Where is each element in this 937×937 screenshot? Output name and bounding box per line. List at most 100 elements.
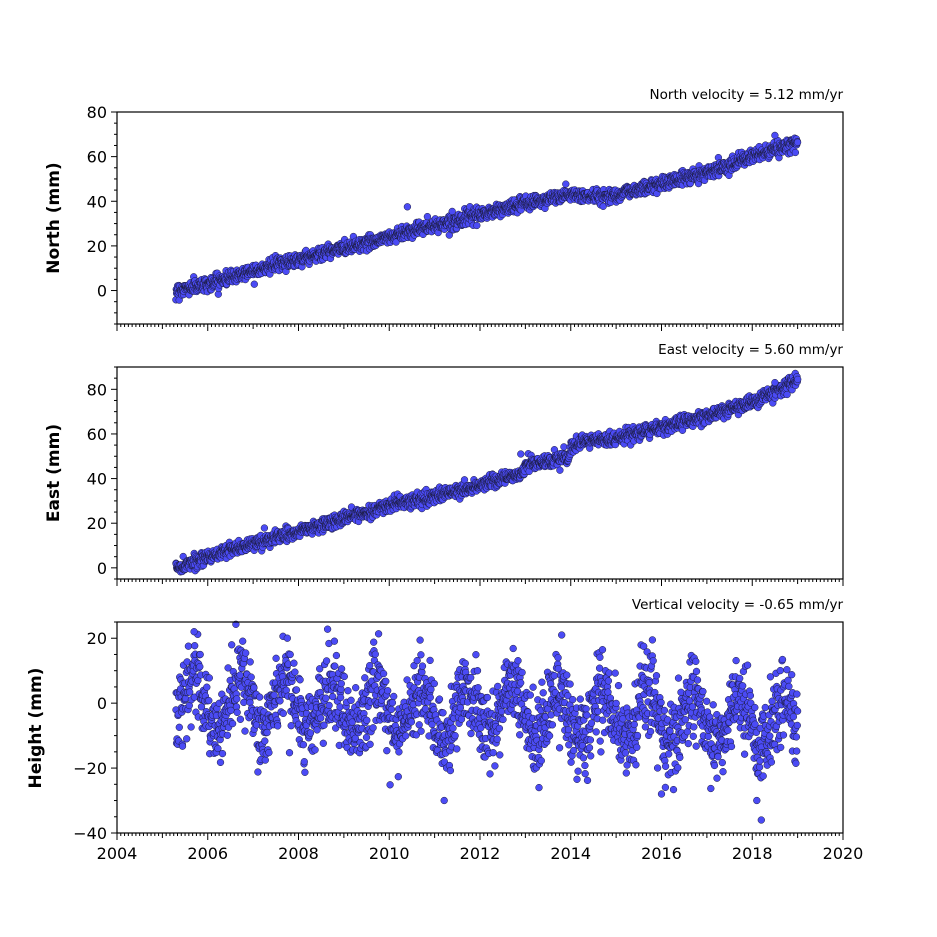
data-point: [183, 735, 191, 743]
data-point: [322, 694, 330, 702]
vertical-velocity-label: Vertical velocity = -0.65 mm/yr: [632, 597, 844, 613]
data-point: [306, 729, 315, 737]
data-point: [283, 634, 291, 642]
data-point: [332, 651, 341, 660]
data-point: [388, 699, 397, 707]
data-point: [256, 693, 264, 701]
data-point: [336, 703, 344, 711]
data-point: [254, 768, 262, 776]
data-point: [413, 656, 421, 665]
data-point: [261, 737, 269, 745]
data-point: [246, 658, 254, 666]
data-point: [415, 721, 423, 729]
data-point: [379, 669, 388, 678]
north-panel: North velocity = 5.12 mm/yr North (mm) 0…: [44, 87, 844, 331]
data-point: [402, 732, 410, 740]
data-point: [319, 739, 327, 747]
data-point: [247, 673, 255, 681]
outlier-point: [771, 378, 779, 387]
data-point: [382, 677, 390, 685]
data-point: [340, 672, 348, 681]
data-point: [261, 756, 269, 764]
data-point: [203, 683, 211, 691]
data-point: [361, 674, 369, 682]
data-point: [793, 138, 802, 146]
y-tick-label: 80: [87, 103, 107, 122]
data-point: [336, 693, 345, 702]
data-point: [250, 684, 258, 692]
height-points: [172, 620, 802, 824]
east-points: [172, 369, 802, 576]
outlier-point: [403, 203, 412, 211]
data-point: [383, 747, 391, 755]
data-point: [241, 727, 249, 735]
data-point: [371, 650, 379, 658]
data-point: [560, 443, 568, 451]
data-point: [279, 709, 287, 718]
data-point: [236, 671, 244, 679]
north-velocity-label: North velocity = 5.12 mm/yr: [650, 87, 844, 103]
data-point: [384, 687, 392, 695]
data-point: [196, 663, 204, 671]
y-tick-label: 80: [87, 380, 107, 399]
data-point: [285, 749, 294, 757]
data-point: [331, 662, 339, 670]
data-point: [263, 728, 271, 737]
data-point: [322, 657, 331, 665]
y-tick-label: 40: [87, 470, 107, 489]
data-point: [236, 715, 245, 723]
data-point: [300, 758, 308, 766]
data-point: [260, 524, 269, 532]
data-point: [448, 207, 456, 216]
data-point: [317, 714, 325, 722]
data-point: [363, 716, 371, 724]
east-axis-label: East (mm): [44, 424, 64, 522]
north-axis-label: North (mm): [44, 162, 64, 273]
y-tick-label: 60: [87, 425, 107, 444]
data-point: [296, 676, 304, 684]
height-axis-label: Height (mm): [26, 668, 46, 789]
data-point: [196, 650, 204, 659]
data-point: [290, 659, 298, 667]
data-point: [337, 679, 345, 688]
y-tick-label: 20: [87, 514, 107, 533]
data-point: [791, 148, 800, 157]
data-point: [223, 731, 232, 739]
data-point: [286, 650, 294, 659]
y-tick-label: 0: [97, 282, 107, 301]
data-point: [228, 641, 236, 649]
data-point: [366, 661, 374, 670]
data-point: [292, 686, 301, 694]
data-point: [216, 758, 225, 767]
data-point: [233, 708, 241, 717]
data-point: [205, 696, 213, 705]
data-point: [387, 705, 396, 714]
data-point: [473, 221, 481, 230]
data-point: [178, 742, 187, 750]
data-point: [369, 724, 377, 732]
data-point: [272, 654, 280, 662]
data-point: [233, 695, 241, 703]
data-point: [330, 637, 339, 645]
data-point: [337, 665, 346, 673]
data-point: [205, 674, 213, 682]
data-point: [794, 375, 802, 384]
data-point: [366, 740, 374, 748]
north-points: [172, 131, 802, 304]
data-point: [175, 723, 183, 731]
data-point: [250, 280, 258, 288]
outlier-point: [517, 450, 525, 458]
y-tick-label: 60: [87, 148, 107, 167]
data-point: [191, 642, 199, 650]
data-point: [556, 466, 564, 474]
data-point: [265, 748, 273, 757]
data-point: [184, 642, 193, 650]
data-point: [276, 697, 284, 705]
data-point: [299, 741, 308, 749]
data-point: [423, 212, 432, 221]
data-point: [362, 733, 371, 742]
y-tick-label: 0: [97, 559, 107, 578]
east-velocity-label: East velocity = 5.60 mm/yr: [658, 342, 843, 358]
y-tick-label: 40: [87, 192, 107, 211]
